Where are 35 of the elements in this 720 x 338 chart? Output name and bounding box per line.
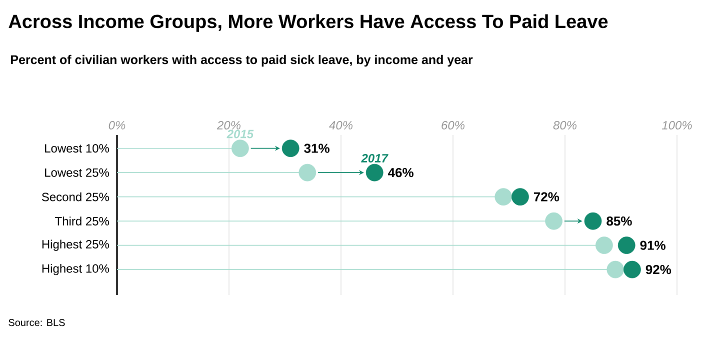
y-tick-label: Lowest 10% — [45, 144, 110, 153]
data-label: 46% — [388, 168, 414, 178]
y-tick-label: Second 25% — [42, 192, 110, 202]
x-tick-label: 0% — [108, 120, 126, 130]
y-tick-label: Lowest 25% — [45, 168, 110, 177]
y-tick-label: Highest 25% — [42, 240, 110, 251]
point — [512, 188, 529, 206]
series-label: 2015 — [226, 130, 254, 138]
point — [282, 140, 300, 158]
x-tick-label: 20% — [216, 120, 240, 130]
y-tick-label: Third 25% — [55, 216, 110, 226]
data-label: 72% — [534, 192, 560, 202]
x-tick-label: 40% — [329, 120, 352, 130]
series-label: 2017 — [361, 154, 388, 162]
point — [596, 236, 613, 254]
chart-title: Across Income Groups, More Workers Have Access To Paid Leave — [8, 14, 608, 32]
point — [366, 164, 384, 182]
point — [545, 212, 562, 230]
x-tick-label: 100% — [662, 120, 692, 130]
chart-subtitle: Percent of civilian workers with access to paid sick leave, by income and year — [11, 54, 473, 67]
data-label: 92% — [646, 264, 672, 274]
data-label: 31% — [304, 144, 330, 153]
point — [298, 164, 316, 182]
data-label: 85% — [606, 216, 632, 226]
point — [618, 236, 636, 254]
y-tick-label: Highest 10% — [42, 264, 110, 276]
data-label: 91% — [640, 240, 666, 250]
point — [624, 260, 641, 278]
x-tick-label: 80% — [553, 120, 576, 130]
point — [232, 140, 249, 158]
point — [494, 188, 512, 206]
x-tick-label: 60% — [442, 120, 464, 130]
point — [584, 212, 602, 230]
point — [606, 260, 624, 278]
source-note: Source: BLS — [8, 319, 65, 326]
